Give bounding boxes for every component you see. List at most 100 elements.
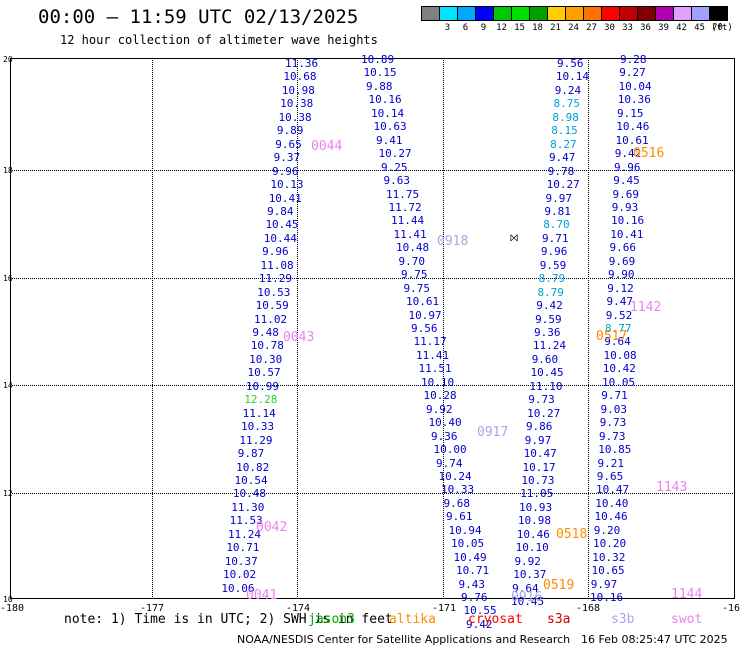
- wave-height-value: 11.51: [418, 362, 452, 376]
- wave-height-value: 9.27: [619, 66, 646, 80]
- x-tick-label: -174: [286, 603, 311, 614]
- page-title: 00:00 – 11:59 UTC 02/13/2025: [38, 6, 359, 28]
- colorbar-tick-label: 30: [604, 23, 615, 33]
- wave-height-value: 11.05: [520, 487, 554, 501]
- wave-height-value: 9.21: [597, 456, 625, 470]
- wave-height-value: 10.16: [611, 214, 645, 228]
- wave-height-value: 10.45: [530, 366, 564, 380]
- wave-height-value: 9.92: [514, 554, 541, 568]
- wave-height-value: 10.97: [408, 308, 442, 322]
- wave-height-value: 9.20: [593, 523, 621, 537]
- wave-height-value: 10.57: [247, 366, 281, 380]
- pass-time-tag: 1143: [656, 480, 688, 495]
- wave-height-value: 9.71: [601, 389, 628, 403]
- wave-height-value: 10.05: [602, 375, 636, 389]
- wave-height-value: 10.42: [602, 362, 636, 376]
- wave-height-value: 10.33: [240, 420, 275, 434]
- wave-height-value: 9.70: [398, 254, 426, 268]
- wave-height-value: 9.56: [411, 322, 438, 335]
- wave-height-value: 10.08: [603, 348, 637, 362]
- wave-height-value: 10.53: [257, 285, 291, 299]
- generated-timestamp: 16 Feb 08:25:47 UTC 2025: [581, 633, 728, 646]
- wave-height-value: 11.29: [239, 433, 273, 447]
- wave-height-value: 9.36: [431, 429, 458, 443]
- wave-height-value: 10.61: [406, 295, 440, 309]
- wave-height-value: 10.44: [263, 231, 297, 245]
- wave-height-value: 10.93: [519, 500, 553, 514]
- colorbar-swatch: [421, 6, 440, 21]
- wave-height-value: 10.40: [595, 496, 629, 510]
- satellite-legend-item: cryosat: [468, 612, 523, 627]
- wave-height-value: 10.82: [236, 460, 270, 474]
- wave-height-value: 9.59: [535, 312, 562, 326]
- wave-height-value: 9.41: [376, 133, 403, 147]
- colorbar-swatch: [601, 6, 620, 21]
- wave-height-value: 9.64: [512, 581, 539, 595]
- wave-height-value: 10.06: [221, 581, 255, 595]
- y-tick-label: 16: [3, 274, 13, 283]
- pass-time-tag: 0918: [437, 234, 469, 249]
- wave-height-value: 10.13: [270, 178, 304, 192]
- colorbar-swatch: [475, 6, 494, 21]
- wave-height-value: 9.76: [461, 591, 488, 604]
- colorbar-tick-label: 3: [444, 23, 451, 33]
- wave-height-value: 10.00: [433, 443, 467, 457]
- wave-height-value: 9.48: [252, 326, 279, 339]
- page-subtitle: 12 hour collection of altimeter wave hei…: [60, 33, 378, 47]
- wave-height-value: 9.65: [275, 137, 302, 151]
- colorbar-unit-label: (ft): [711, 23, 733, 33]
- pass-time-tag: 0517: [596, 329, 628, 344]
- wave-height-value: 11.17: [413, 335, 447, 349]
- wave-height-value: 9.74: [436, 456, 463, 470]
- wave-height-value: 9.45: [613, 174, 640, 188]
- wave-height-value: 10.45: [265, 218, 299, 232]
- wave-height-value: 9.97: [545, 191, 573, 205]
- wave-height-value: 9.36: [534, 326, 561, 339]
- wave-height-value: 9.86: [525, 420, 553, 434]
- colorbar-swatch: [439, 6, 458, 21]
- x-tick-label: -16: [722, 603, 740, 614]
- wave-height-value: 8.70: [543, 218, 570, 232]
- wave-height-value: 9.59: [539, 258, 567, 272]
- wave-height-value: 8.79: [538, 272, 566, 286]
- colorbar-tick-label: 27: [586, 23, 597, 33]
- wave-height-value: 9.25: [381, 160, 408, 174]
- wave-height-value: 8.79: [537, 285, 564, 299]
- wave-height-value: 10.38: [278, 110, 312, 124]
- wave-height-value: 9.66: [609, 241, 637, 255]
- wave-height-value: 10.37: [224, 554, 258, 568]
- wave-height-value: 10.61: [615, 133, 649, 147]
- wave-height-value: 9.42: [536, 299, 563, 313]
- wave-height-value: 9.28: [620, 53, 647, 66]
- wave-height-value: 9.47: [606, 295, 634, 309]
- wave-height-value: 10.17: [522, 460, 556, 474]
- colorbar-tick-label: 39: [658, 23, 669, 33]
- wave-height-value: 9.73: [599, 416, 627, 430]
- wave-height-value: 10.02: [223, 568, 257, 582]
- wave-height-value: 9.90: [608, 268, 635, 282]
- wave-height-value: 10.10: [515, 541, 549, 555]
- wave-height-value: 9.60: [531, 352, 559, 366]
- wave-height-value: 10.36: [617, 93, 651, 107]
- wave-height-value: 9.92: [426, 402, 453, 416]
- wave-height-value: 9.75: [403, 281, 431, 295]
- grid-line-longitude: [297, 58, 298, 599]
- y-tick-label: 10: [3, 595, 13, 604]
- wave-height-value: 11.41: [416, 348, 450, 362]
- colorbar-swatch: [709, 6, 728, 21]
- wave-height-value: 10.65: [591, 564, 625, 578]
- wave-height-value: 9.24: [554, 83, 582, 97]
- grid-line-latitude: [10, 170, 735, 171]
- wave-height-value: 9.65: [596, 469, 624, 483]
- wave-height-value: 10.98: [281, 83, 315, 97]
- map-plot-area[interactable]: [10, 58, 735, 599]
- wave-height-value: 10.59: [255, 299, 289, 313]
- wave-height-value: 11.10: [529, 379, 563, 393]
- colorbar-tick-label: 33: [622, 23, 633, 33]
- wave-height-value: 9.78: [547, 164, 575, 178]
- pass-time-tag: 0916: [511, 590, 543, 605]
- satellite-legend-item: altika: [389, 612, 436, 627]
- y-tick-label: 14: [3, 381, 13, 390]
- wave-height-value: 10.28: [423, 389, 457, 403]
- pass-time-tag: 1142: [630, 300, 662, 315]
